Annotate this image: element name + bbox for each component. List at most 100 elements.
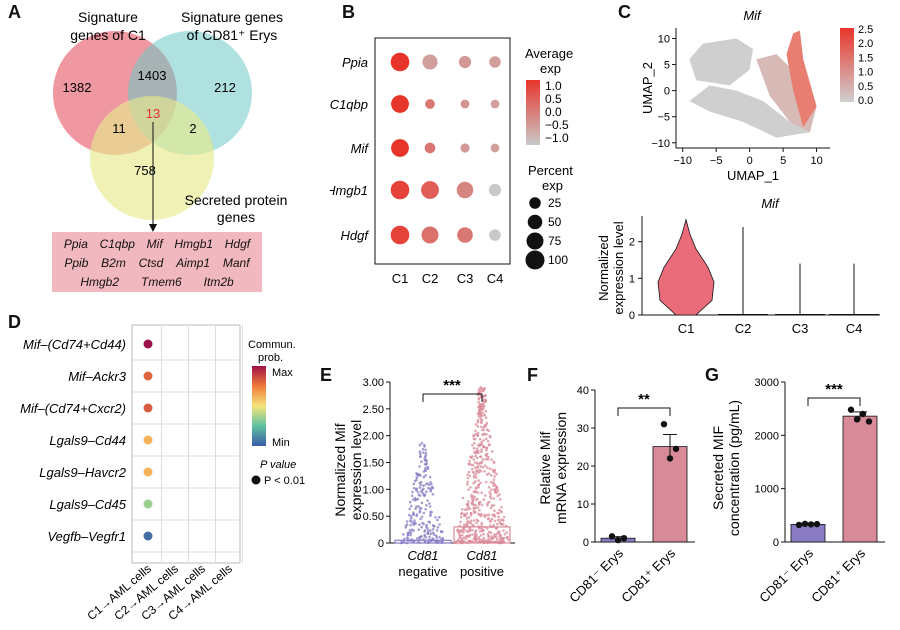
chart-e-point [492,504,496,507]
chart-d-pair-label: Mif–Ackr3 [68,369,127,384]
chart-e-point [478,461,482,465]
chart-b-color-title-1: Average [525,46,573,61]
chart-e-point [422,484,425,487]
chart-f-ytick-label: 30 [577,423,589,435]
gene-row-1: Ppia C1qbp Mif Hmgb1 Hdgf [52,234,262,253]
venn-count-one-two: 1403 [138,68,167,83]
chart-b-size-dot [529,197,541,209]
chart-e-point [467,488,470,492]
chart-e-point [467,539,471,543]
chart-e-point [456,538,460,542]
chart-e-ytick-label: 2.00 [363,431,384,443]
chart-e-point [492,460,496,464]
chart-e-point [487,472,491,475]
chart-b-size-label: 100 [548,253,568,267]
chart-e-point [416,491,420,494]
chart-e-point [425,523,428,527]
chart-f-significance: ** [638,391,650,408]
chart-e-point [490,458,493,461]
chart-d-pair-label: Mif–(Cd74+Cxcr2) [20,401,126,416]
chart-e-point [417,505,420,508]
chart-e-point [423,493,427,496]
chart-b-frame [374,37,511,265]
chart-e-point [492,533,496,536]
chart-e-point [493,515,497,518]
chart-e-point [418,481,421,485]
chart-e-point [480,491,484,495]
chart-f-point [614,536,622,544]
chart-e-point [503,532,507,536]
chart-d-dot [143,435,153,445]
chart-e-point [472,481,475,485]
chart-e-point [474,454,477,458]
chart-e-point [402,533,405,536]
chart-e-point [418,452,422,456]
gene: C1qbp [99,236,135,251]
chart-e-point [482,536,486,540]
chart-e-point [484,410,488,413]
chart-e-point [424,474,427,477]
chart-e-point [468,474,472,478]
chart-e-point [505,531,509,534]
chart-e-point [409,504,413,508]
chart-e-point [477,388,481,392]
chart-e-point [475,469,478,472]
chart-c-umap-cells [786,30,817,128]
chart-e-point [475,533,478,536]
chart-d-pair-label: Mif–(Cd74+Cd44) [23,337,126,352]
chart-e-point [438,535,441,539]
chart-e-point [462,536,466,539]
chart-e-point [498,493,501,496]
chart-e-point [473,442,476,445]
chart-e-point [409,533,412,537]
venn-count-only1: 1382 [63,80,92,95]
chart-e-point [460,508,464,511]
chart-c-umap-xtick-label: 0 [747,155,753,167]
chart-e-point [502,519,505,522]
chart-e-point [407,513,411,517]
chart-e-point [479,395,482,399]
chart-e-point [418,443,422,447]
chart-e-point [457,531,461,534]
chart-g-point [847,406,855,413]
chart-e-point [467,516,471,519]
chart-d-dot [143,467,153,477]
chart-e-point [465,521,469,525]
chart-e-point [472,451,476,454]
chart-e-point [416,497,420,501]
chart-e-point [484,423,488,427]
chart-e-point [416,537,419,540]
chart-e-point [459,530,463,534]
chart-e-point [479,465,482,468]
chart-f-ytick-label: 10 [577,499,589,511]
chart-e-point [418,450,422,453]
gene: Tmem6 [141,274,182,289]
chart-e-point [495,486,499,489]
chart-e-point [428,505,432,508]
chart-b-gene-label: Mif [351,141,370,156]
chart-c-violin-shape [657,218,715,316]
chart-e-point [436,526,440,529]
chart-e-point [487,485,491,489]
chart-g-ytick-label: 0 [773,537,779,549]
chart-e-point [423,533,426,537]
chart-e-point [490,504,494,507]
chart-e-point [426,532,429,535]
chart-e-point [413,521,417,525]
chart-e-point [438,515,441,519]
chart-e-point [474,535,478,538]
panel-label-d: D [8,312,21,332]
chart-b-dot [490,143,500,153]
chart-b-gene-label: Hmgb1 [330,183,368,198]
chart-e-point [476,461,479,465]
chart-g-ylabel-1: Secreted MIF [710,426,726,510]
chart-b-colorbar-tick: −1.0 [545,131,569,145]
chart-e-point [466,483,469,486]
chart-e-point [489,524,492,527]
chart-e-point [494,535,498,539]
chart-d-dot [143,531,153,541]
chart-e-point [424,463,428,466]
chart-e-point [483,464,487,467]
chart-e-point [405,536,409,540]
